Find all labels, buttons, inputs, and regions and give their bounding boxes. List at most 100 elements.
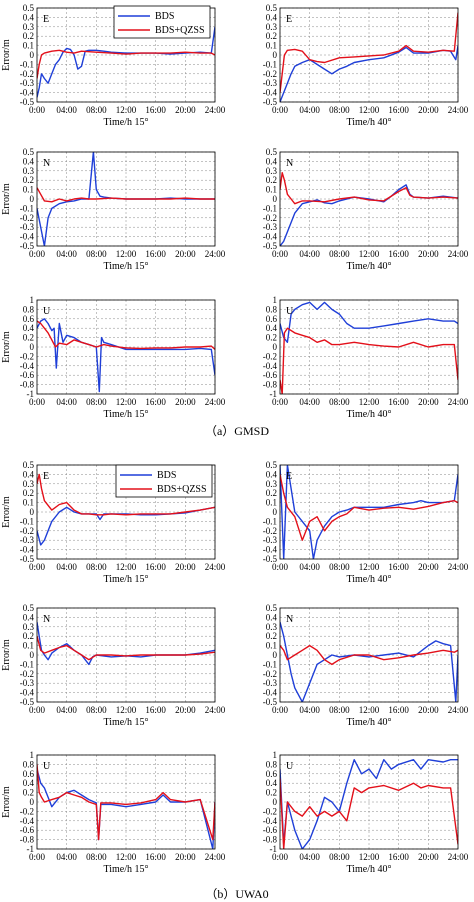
x-tick-label: 12:00 [359,562,380,572]
y-tick-label: -0.5 [263,97,278,107]
y-tick-label: 0.3 [266,22,278,32]
y-tick-label: 0.2 [266,333,277,343]
series-line-bds [280,621,458,702]
y-tick-label: -0.4 [263,816,278,826]
y-tick-label: -0.2 [20,69,34,79]
y-tick-label: -0.3 [20,535,35,545]
y-tick-label: 0.1 [23,498,34,508]
x-tick-label: 08:00 [329,852,350,862]
x-tick-label: 0:00 [29,852,46,862]
y-tick-label: 0.8 [23,759,35,769]
x-tick-label: 24:00 [205,105,226,115]
y-tick-label: 0.4 [266,778,278,788]
y-axis-label: Error/m [1,39,12,71]
x-tick-label: 16:00 [388,705,409,715]
y-tick-label: -0.3 [263,535,278,545]
plot-frame [36,151,216,247]
panel-gmsd-e-right: 0.50.40.30.20.10-0.1-0.2-0.3-0.4-0.50:00… [263,3,469,128]
y-tick-label: 0 [273,797,278,807]
panel-uwa0-u-left: 10.80.60.40.20-0.2-0.4-0.6-0.8-10:00 04:0… [1,750,226,875]
y-tick-label: 0.6 [23,769,35,779]
y-tick-label: 0.5 [23,147,35,157]
y-tick-label: -0.3 [263,222,278,232]
component-label: U [43,306,51,317]
x-tick-label: 08:00 [329,397,350,407]
y-tick-label: -0.4 [20,232,35,242]
panel-uwa0-n-right: 0.50.40.30.20.10-0.1-0.2-0.3-0.4-0.50:00… [263,603,469,728]
x-tick-label: 16:00 [145,562,166,572]
x-tick-label: 20:00 [418,705,439,715]
y-tick-label: -0.5 [20,241,35,251]
y-tick-label: -0.2 [263,669,277,679]
x-tick-label: 20:00 [418,105,439,115]
x-tick-label: 04:00 [299,852,320,862]
x-tick-label: 16:00 [388,397,409,407]
y-tick-label: -0.3 [20,222,35,232]
y-tick-label: -0.8 [263,835,278,845]
y-tick-label: -0.3 [20,678,35,688]
y-tick-label: -0.5 [20,97,35,107]
x-tick-label: 0:00 [29,562,46,572]
y-tick-label: -0.1 [263,659,277,669]
x-tick-label: 04:00 [299,249,320,259]
x-axis-label: Time/h 40° [346,261,391,272]
y-tick-label: 0.8 [266,304,278,314]
y-tick-label: 0.8 [23,304,35,314]
y-tick-label: 0 [273,194,278,204]
y-tick-label: 0.1 [23,641,34,651]
x-tick-label: 16:00 [145,249,166,259]
x-axis-label: Time/h 15° [103,261,148,272]
x-tick-label: 24:00 [205,397,226,407]
legend-label-bds: BDS [155,11,174,22]
y-tick-label: 1 [273,750,278,760]
legend-label-bdsqzss: BDS+QZSS [155,25,205,36]
x-tick-label: 04:00 [299,705,320,715]
panel-uwa0-n-left: 0.50.40.30.20.10-0.1-0.2-0.3-0.4-0.50:00… [1,603,226,728]
series-line-bds-qzss [280,172,458,205]
y-tick-label: 0.3 [266,622,278,632]
legend-label-bdsqzss: BDS+QZSS [157,484,207,495]
x-tick-label: 0:00 [29,705,46,715]
x-tick-label: 24:00 [205,562,226,572]
x-tick-label: 24:00 [205,249,226,259]
x-tick-label: 08:00 [329,105,350,115]
y-tick-label: -0.2 [263,69,277,79]
y-tick-label: -0.4 [20,545,35,555]
y-tick-label: -0.2 [20,351,34,361]
x-tick-label: 08:00 [86,852,107,862]
y-tick-label: 0.1 [23,185,34,195]
y-tick-label: -0.4 [20,361,35,371]
x-tick-label: 16:00 [145,397,166,407]
series-line-bds-qzss [37,764,215,841]
x-tick-label: 16:00 [388,852,409,862]
x-axis-label: Time/h 15° [103,117,148,128]
x-tick-label: 12:00 [116,705,137,715]
x-tick-label: 24:00 [448,397,469,407]
plot-frame [36,607,216,703]
x-axis-label: Time/h 15° [103,409,148,420]
y-tick-label: 0 [30,797,35,807]
legend-box [113,5,211,39]
y-tick-label: 0.2 [266,631,277,641]
x-tick-label: 08:00 [329,562,350,572]
y-tick-label: -0.1 [263,59,277,69]
x-tick-label: 08:00 [86,105,107,115]
y-tick-label: 0.4 [23,156,35,166]
y-tick-label: 0.1 [23,41,34,51]
y-axis-label: Error/m [1,183,12,215]
component-label: N [43,158,50,169]
y-tick-label: 0 [30,194,35,204]
x-tick-label: 08:00 [86,249,107,259]
plot-frame [36,754,216,850]
plot-frame [279,464,459,560]
x-tick-label: 20:00 [175,852,196,862]
y-tick-label: 0.1 [266,641,277,651]
y-tick-label: 0 [273,50,278,60]
y-tick-label: 0.2 [266,488,277,498]
x-tick-label: 20:00 [175,105,196,115]
panel-uwa0-e-right: 0.50.40.30.20.10-0.1-0.2-0.3-0.4-0.50:00… [263,460,469,585]
x-axis-label: Time/h 15° [103,864,148,875]
x-tick-label: 24:00 [205,705,226,715]
y-tick-label: 0.2 [23,631,34,641]
series-line-bds-qzss [37,320,215,350]
